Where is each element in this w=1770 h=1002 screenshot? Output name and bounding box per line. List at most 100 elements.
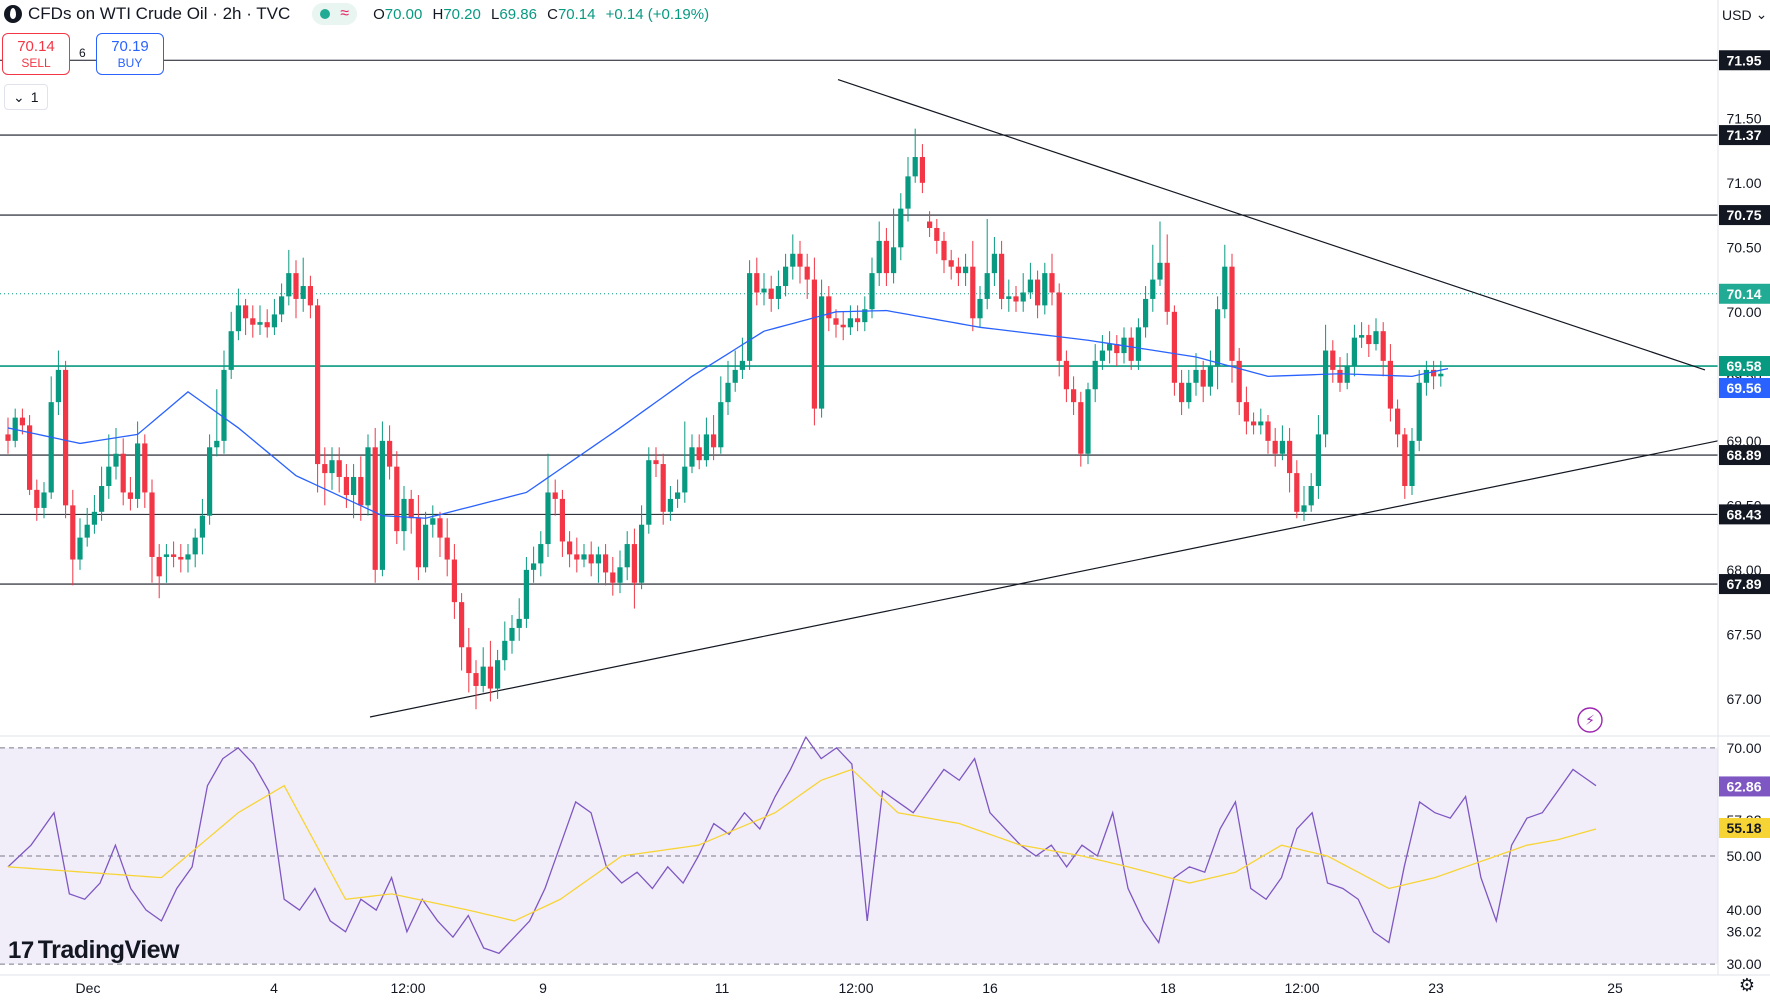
rsi-ma-line[interactable] <box>7 768 1597 922</box>
candle-body[interactable] <box>459 602 465 648</box>
candle-body[interactable] <box>228 331 234 370</box>
candle-body[interactable] <box>1042 273 1048 306</box>
candle-body[interactable] <box>516 618 522 628</box>
candle-body[interactable] <box>1351 337 1357 367</box>
candle-body[interactable] <box>1157 262 1163 280</box>
candle-body[interactable] <box>1179 382 1185 403</box>
candle-body[interactable] <box>1330 350 1336 370</box>
candle-body[interactable] <box>790 253 796 267</box>
candle-body[interactable] <box>1150 279 1156 299</box>
candle-body[interactable] <box>250 318 256 325</box>
candle-body[interactable] <box>336 460 342 477</box>
candle-body[interactable] <box>387 440 393 467</box>
candle-body[interactable] <box>1085 389 1091 454</box>
candle-body[interactable] <box>847 318 853 328</box>
candle-body[interactable] <box>855 318 861 323</box>
candle-body[interactable] <box>1092 360 1098 390</box>
candle-body[interactable] <box>1243 402 1249 422</box>
candle-body[interactable] <box>732 369 738 383</box>
candle-body[interactable] <box>120 453 126 493</box>
candle-body[interactable] <box>1308 486 1314 506</box>
candle-body[interactable] <box>149 492 155 557</box>
candle-body[interactable] <box>617 567 623 583</box>
candle-body[interactable] <box>487 666 493 689</box>
candle-body[interactable] <box>826 296 832 319</box>
candle-body[interactable] <box>437 518 443 538</box>
candle-body[interactable] <box>595 554 601 564</box>
candle-body[interactable] <box>711 434 717 448</box>
candle-body[interactable] <box>1056 292 1062 361</box>
candle-body[interactable] <box>1373 331 1379 345</box>
gear-icon[interactable]: ⚙ <box>1738 974 1756 995</box>
rsi-pane[interactable] <box>0 735 1718 965</box>
candle-body[interactable] <box>703 434 709 461</box>
candle-body[interactable] <box>1013 296 1019 302</box>
candle-body[interactable] <box>430 518 436 525</box>
candle-body[interactable] <box>63 369 69 506</box>
candle-body[interactable] <box>1171 311 1177 383</box>
candle-body[interactable] <box>127 492 133 499</box>
candle-body[interactable] <box>1193 369 1199 383</box>
candle-body[interactable] <box>581 554 587 560</box>
candle-body[interactable] <box>91 511 97 525</box>
candle-body[interactable] <box>1323 350 1329 435</box>
candle-body[interactable] <box>531 563 537 570</box>
candle-body[interactable] <box>19 417 25 426</box>
candle-body[interactable] <box>423 524 429 568</box>
candle-body[interactable] <box>1258 421 1264 426</box>
candle-body[interactable] <box>775 286 781 299</box>
candle-body[interactable] <box>660 464 666 512</box>
indicator-collapse-toggle[interactable]: ⌄ 1 <box>4 84 48 110</box>
moving-average-line[interactable] <box>7 309 1449 519</box>
candle-body[interactable] <box>444 537 450 560</box>
candle-body[interactable] <box>271 314 277 328</box>
candle-body[interactable] <box>718 402 724 448</box>
candle-body[interactable] <box>315 305 321 465</box>
candle-body[interactable] <box>5 434 11 441</box>
candle-body[interactable] <box>869 273 875 310</box>
candle-body[interactable] <box>545 492 551 545</box>
candle-body[interactable] <box>113 453 119 467</box>
candle-body[interactable] <box>1186 382 1192 403</box>
candle-body[interactable] <box>243 305 249 319</box>
candle-body[interactable] <box>1416 382 1422 441</box>
candle-body[interactable] <box>811 279 817 409</box>
candle-body[interactable] <box>214 440 220 448</box>
candle-body[interactable] <box>667 498 673 512</box>
candle-body[interactable] <box>84 524 90 538</box>
candle-body[interactable] <box>509 627 515 641</box>
candle-body[interactable] <box>415 518 421 568</box>
market-status-pill[interactable]: ≈ <box>312 3 358 25</box>
candle-body[interactable] <box>55 369 61 403</box>
sell-button[interactable]: 70.14 SELL <box>2 33 70 75</box>
candle-body[interactable] <box>552 492 558 499</box>
candle-body[interactable] <box>27 425 33 490</box>
candle-body[interactable] <box>603 554 609 573</box>
candle-body[interactable] <box>1143 298 1149 328</box>
candle-body[interactable] <box>1135 327 1141 361</box>
candle-body[interactable] <box>761 288 767 293</box>
candle-body[interactable] <box>1402 434 1408 487</box>
candle-body[interactable] <box>171 554 177 557</box>
candle-body[interactable] <box>898 208 904 248</box>
candle-body[interactable] <box>977 298 983 319</box>
candle-body[interactable] <box>495 660 501 689</box>
candle-body[interactable] <box>1020 292 1026 302</box>
candle-body[interactable] <box>912 157 918 177</box>
candle-body[interactable] <box>1359 335 1365 338</box>
candle-body[interactable] <box>502 640 508 661</box>
candle-body[interactable] <box>1078 402 1084 454</box>
candle-body[interactable] <box>358 476 364 506</box>
candle-body[interactable] <box>653 460 659 465</box>
candle-body[interactable] <box>1294 473 1300 512</box>
candle-body[interactable] <box>1049 273 1055 293</box>
candle-body[interactable] <box>70 505 76 560</box>
candle-body[interactable] <box>689 447 695 467</box>
candle-body[interactable] <box>1063 360 1069 390</box>
candle-body[interactable] <box>963 266 969 274</box>
candle-body[interactable] <box>142 443 148 493</box>
candle-body[interactable] <box>99 486 105 512</box>
candle-body[interactable] <box>631 544 637 583</box>
event-marker[interactable]: ⚡ <box>1577 707 1603 733</box>
candle-body[interactable] <box>343 476 349 496</box>
